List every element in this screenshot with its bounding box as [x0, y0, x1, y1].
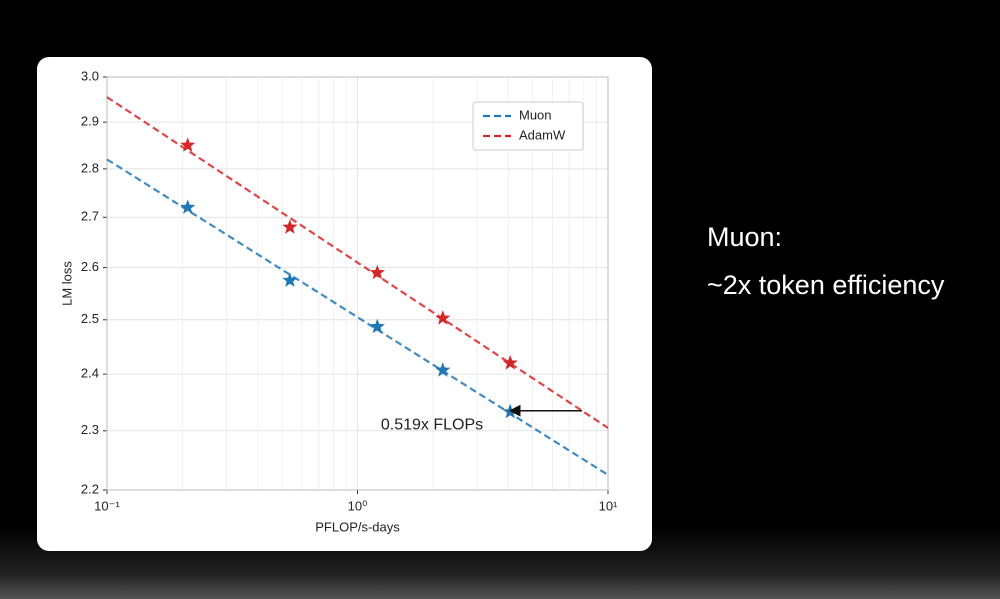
star-marker	[369, 264, 385, 280]
plot-frame	[106, 76, 609, 491]
star-marker	[180, 137, 196, 152]
x-tick-label: 10¹	[599, 498, 618, 513]
star-marker	[502, 355, 518, 370]
legend-label: AdamW	[519, 127, 566, 142]
star-marker	[435, 310, 451, 325]
y-tick-label: 2.4	[81, 366, 99, 381]
legend-box	[472, 101, 584, 151]
side-heading: Muon:	[707, 222, 783, 252]
star-marker	[282, 272, 298, 287]
legend-label: Muon	[519, 107, 552, 122]
x-axis-label: PFLOP/s-days	[315, 519, 400, 534]
y-tick-label: 2.3	[81, 422, 99, 437]
y-tick-label: 3.0	[81, 68, 99, 83]
x-tick-label: 10⁻¹	[94, 498, 120, 513]
annotation-text: 0.519x FLOPs	[381, 416, 483, 433]
y-tick-label: 2.7	[81, 209, 99, 224]
star-marker	[369, 318, 385, 334]
y-tick-label: 2.5	[81, 311, 99, 326]
y-tick-label: 2.6	[81, 259, 99, 274]
side-line: ~2x token efficiency	[707, 270, 945, 300]
y-axis-label: LM loss	[59, 261, 74, 306]
y-tick-label: 2.8	[81, 160, 99, 175]
y-tick-label: 2.2	[81, 481, 99, 496]
y-tick-label: 2.9	[81, 114, 99, 129]
star-marker	[435, 362, 451, 377]
x-tick-label: 10⁰	[348, 498, 368, 513]
fit-line	[106, 96, 609, 429]
star-marker	[282, 219, 298, 234]
star-marker	[180, 199, 196, 214]
